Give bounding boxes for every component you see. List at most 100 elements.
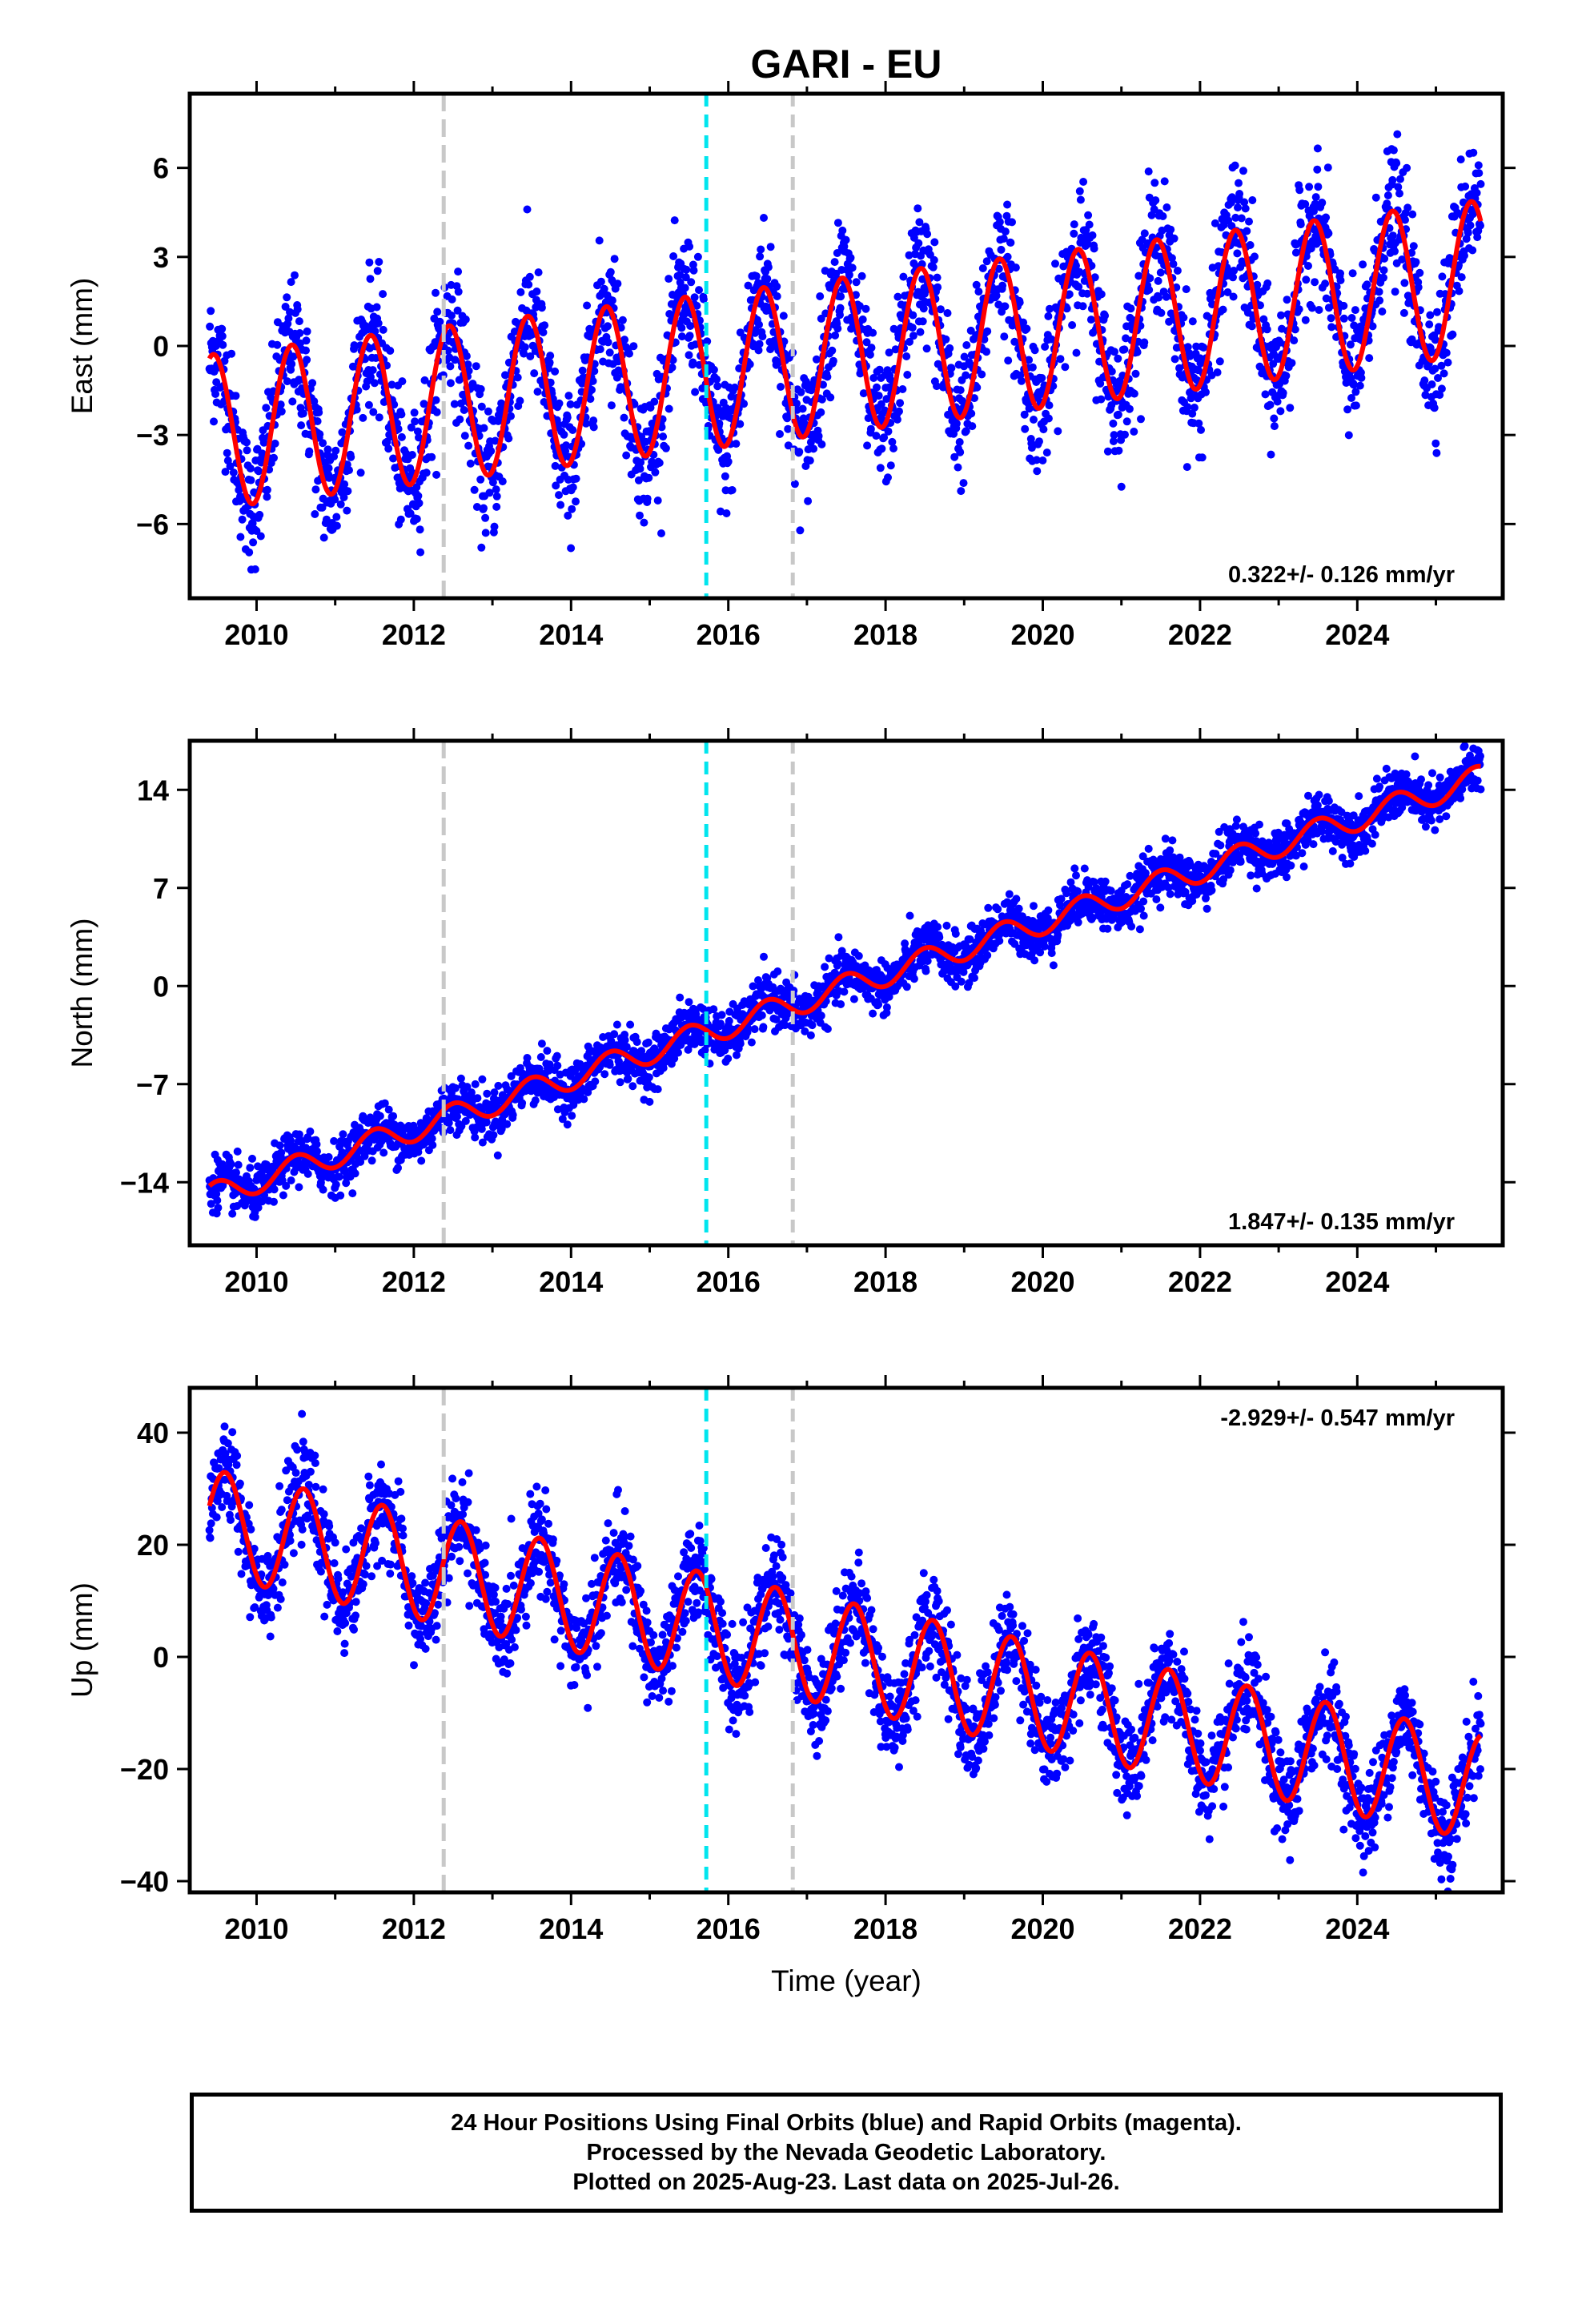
- y-tick-label: −3: [136, 419, 169, 452]
- data-point: [1130, 389, 1138, 398]
- data-point: [909, 311, 917, 320]
- data-point: [1114, 410, 1122, 419]
- data-point: [752, 271, 761, 280]
- data-point: [1097, 290, 1106, 299]
- data-point: [1040, 942, 1049, 951]
- data-point: [256, 532, 265, 541]
- data-point: [383, 437, 391, 446]
- data-point: [1122, 334, 1130, 343]
- data-point: [905, 911, 914, 920]
- data-point: [913, 204, 922, 213]
- data-point: [1472, 188, 1481, 197]
- data-point: [1107, 367, 1116, 376]
- data-point: [1051, 259, 1059, 268]
- data-point: [1170, 355, 1179, 364]
- data-point: [554, 420, 563, 429]
- data-point: [1432, 448, 1441, 457]
- data-point: [992, 292, 1001, 300]
- data-point: [636, 511, 644, 520]
- data-point: [776, 430, 784, 438]
- data-point: [568, 505, 576, 513]
- data-point: [1368, 322, 1377, 331]
- data-point: [867, 344, 876, 352]
- data-point: [758, 332, 767, 341]
- x-tick-label: 2022: [1168, 618, 1232, 651]
- data-point: [606, 267, 615, 276]
- data-point: [1322, 213, 1331, 222]
- data-point: [863, 441, 872, 450]
- data-point: [916, 328, 925, 336]
- data-point: [470, 485, 479, 494]
- data-point: [303, 1169, 312, 1178]
- data-point: [568, 483, 577, 492]
- data-point: [1195, 419, 1203, 428]
- data-point: [1140, 229, 1149, 238]
- data-point: [676, 271, 685, 279]
- data-point: [1038, 456, 1047, 464]
- data-point: [531, 1096, 540, 1105]
- data-point: [356, 468, 365, 477]
- data-point: [398, 377, 407, 386]
- data-point: [865, 350, 874, 359]
- data-point: [1075, 187, 1084, 195]
- data-point: [1375, 287, 1383, 296]
- data-point: [685, 332, 694, 340]
- data-point: [1433, 308, 1441, 316]
- data-point: [1027, 444, 1036, 452]
- data-point: [862, 338, 871, 347]
- data-point: [1158, 212, 1167, 220]
- data-point: [1357, 373, 1366, 382]
- data-point: [838, 226, 847, 235]
- data-point: [497, 399, 506, 408]
- north-panel: 2010 2012 2014 2016 2018 2020 2022 2024−14−7071…: [66, 728, 1516, 1298]
- data-point: [537, 1039, 546, 1048]
- data-point: [998, 281, 1007, 290]
- data-point: [464, 441, 473, 450]
- data-point: [905, 337, 913, 346]
- data-point: [759, 1023, 768, 1031]
- data-point: [379, 290, 387, 299]
- data-point: [784, 424, 793, 433]
- data-point: [918, 275, 927, 283]
- data-point: [1363, 280, 1371, 289]
- data-point: [1090, 273, 1099, 282]
- data-point: [533, 388, 542, 396]
- y-tick-label: −6: [136, 508, 169, 541]
- data-point: [909, 233, 918, 242]
- data-point: [1030, 956, 1039, 965]
- data-point: [551, 367, 560, 376]
- data-point: [491, 436, 500, 445]
- data-point: [760, 214, 768, 222]
- data-point: [477, 543, 486, 552]
- data-point: [518, 1099, 527, 1108]
- data-point: [1003, 200, 1012, 209]
- model-curve: [207, 199, 1484, 507]
- data-point: [914, 239, 923, 247]
- data-point: [372, 303, 381, 312]
- data-point: [1062, 304, 1071, 313]
- data-point: [428, 1140, 437, 1149]
- data-point: [379, 325, 387, 334]
- data-point: [1426, 311, 1435, 320]
- data-point: [644, 1073, 653, 1082]
- data-point: [564, 511, 572, 520]
- data-point: [754, 346, 763, 355]
- data-point: [287, 360, 296, 368]
- data-point: [717, 1011, 726, 1019]
- data-point: [685, 242, 694, 251]
- east-panel-plot-area: [205, 94, 1485, 598]
- data-point: [1311, 193, 1320, 202]
- data-point: [640, 518, 648, 527]
- data-point: [954, 463, 962, 472]
- data-point: [880, 433, 889, 442]
- data-point: [299, 409, 307, 418]
- data-point: [1145, 286, 1154, 294]
- data-point: [464, 367, 473, 375]
- data-point: [497, 1124, 506, 1133]
- data-point: [999, 235, 1008, 243]
- data-point: [1088, 231, 1097, 239]
- data-point: [1156, 268, 1165, 277]
- data-point: [831, 331, 840, 340]
- x-tick-label: 2024: [1325, 618, 1389, 651]
- data-point: [950, 452, 959, 461]
